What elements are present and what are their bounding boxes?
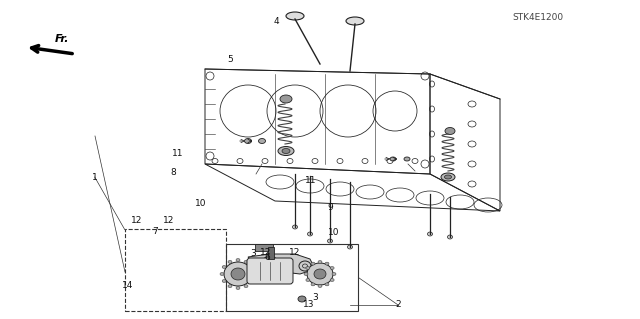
Ellipse shape	[441, 173, 455, 181]
Text: STK4E1200: STK4E1200	[512, 13, 563, 22]
Ellipse shape	[222, 265, 226, 269]
Bar	[125, 229, 226, 311]
Text: 3: 3	[250, 249, 255, 258]
Text: 1: 1	[92, 173, 97, 182]
Ellipse shape	[346, 17, 364, 25]
Ellipse shape	[330, 266, 334, 270]
Ellipse shape	[325, 262, 329, 265]
Ellipse shape	[261, 256, 279, 271]
Ellipse shape	[228, 285, 232, 288]
Ellipse shape	[298, 296, 306, 302]
Text: Fr.: Fr.	[55, 34, 69, 44]
Ellipse shape	[328, 239, 333, 243]
Ellipse shape	[236, 258, 240, 262]
Ellipse shape	[307, 263, 333, 285]
Text: 10: 10	[328, 228, 340, 237]
Text: 6: 6	[265, 253, 270, 262]
Ellipse shape	[236, 286, 240, 290]
Text: 3: 3	[313, 293, 318, 302]
Ellipse shape	[330, 278, 334, 281]
Ellipse shape	[304, 272, 308, 276]
Ellipse shape	[390, 157, 396, 161]
Text: 11: 11	[305, 176, 317, 185]
Text: 5: 5	[228, 55, 233, 63]
Ellipse shape	[222, 279, 226, 283]
Ellipse shape	[445, 128, 455, 135]
Ellipse shape	[332, 272, 336, 276]
Ellipse shape	[292, 225, 298, 229]
Text: 11: 11	[172, 149, 184, 158]
Text: 4: 4	[274, 17, 279, 26]
Ellipse shape	[306, 266, 310, 270]
Ellipse shape	[282, 149, 290, 153]
Text: 12: 12	[289, 248, 300, 256]
Ellipse shape	[280, 95, 292, 103]
Text: 8: 8	[170, 168, 175, 177]
Ellipse shape	[286, 12, 304, 20]
Ellipse shape	[348, 245, 353, 249]
Ellipse shape	[325, 283, 329, 286]
Ellipse shape	[311, 262, 315, 265]
Text: 13: 13	[303, 300, 315, 309]
Ellipse shape	[244, 285, 248, 288]
Bar	[226, 244, 358, 311]
Text: 14: 14	[122, 281, 134, 290]
Ellipse shape	[224, 262, 252, 286]
Ellipse shape	[299, 261, 311, 271]
Text: 2: 2	[396, 300, 401, 309]
Ellipse shape	[250, 265, 254, 269]
Text: 12: 12	[131, 216, 142, 225]
Bar	[268, 247, 274, 259]
Ellipse shape	[259, 138, 266, 144]
Ellipse shape	[231, 268, 245, 280]
Bar	[255, 244, 273, 251]
Ellipse shape	[314, 269, 326, 279]
Ellipse shape	[250, 279, 254, 283]
Ellipse shape	[447, 235, 452, 239]
Ellipse shape	[252, 272, 256, 276]
Polygon shape	[248, 254, 315, 274]
Ellipse shape	[244, 138, 252, 144]
Ellipse shape	[318, 285, 322, 287]
Ellipse shape	[311, 283, 315, 286]
Ellipse shape	[428, 232, 433, 236]
Text: 10: 10	[195, 199, 206, 208]
Ellipse shape	[306, 278, 310, 281]
Ellipse shape	[266, 261, 274, 268]
FancyBboxPatch shape	[247, 258, 293, 284]
Text: 9: 9	[328, 203, 333, 212]
Ellipse shape	[278, 146, 294, 155]
Ellipse shape	[445, 175, 451, 179]
Text: 12: 12	[260, 248, 271, 256]
Ellipse shape	[220, 272, 224, 276]
Ellipse shape	[244, 260, 248, 263]
Ellipse shape	[307, 232, 312, 236]
Text: 7: 7	[153, 227, 158, 236]
Ellipse shape	[264, 276, 272, 282]
Ellipse shape	[228, 260, 232, 263]
Ellipse shape	[404, 157, 410, 161]
Text: 12: 12	[163, 216, 174, 225]
Ellipse shape	[318, 261, 322, 263]
